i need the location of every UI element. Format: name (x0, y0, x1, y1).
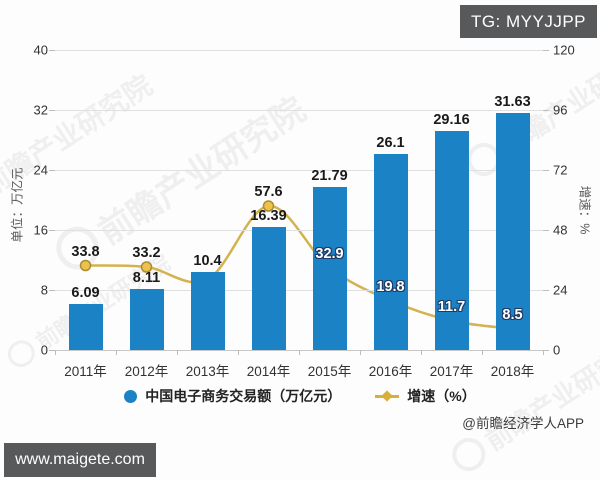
bar-value-label: 26.1 (376, 135, 405, 152)
right-tick (543, 170, 549, 171)
bar-2017年 (434, 131, 469, 350)
tg-contact-badge: TG: MYYJJPP (460, 5, 597, 38)
bar-2013年 (190, 272, 225, 350)
bar-2012年 (129, 289, 164, 350)
right-axis-title: 增速：% (577, 185, 592, 235)
legend-circle-icon (124, 389, 138, 403)
x-axis-category-label: 2018年 (490, 364, 535, 379)
left-axis-tick-label: 8 (40, 282, 48, 298)
legend-label: 增速（%） (407, 388, 476, 404)
x-axis-tick (116, 350, 117, 355)
bar-value-label: 8.11 (132, 270, 161, 287)
right-axis-tick-label: 96 (553, 102, 568, 118)
bar-value-label: 31.63 (494, 93, 531, 110)
right-axis-tick-label: 48 (553, 222, 568, 238)
line-marker (79, 259, 92, 272)
gridline (55, 50, 543, 51)
gridline (55, 230, 543, 231)
left-tick (49, 230, 55, 231)
x-axis-tick (543, 350, 544, 355)
left-axis-tick-label: 0 (40, 342, 48, 358)
left-tick (49, 110, 55, 111)
gridline (55, 110, 543, 111)
left-tick (49, 50, 55, 51)
bar-value-label: 16.39 (250, 208, 287, 225)
left-axis-tick-label: 16 (33, 222, 48, 238)
left-tick (49, 350, 55, 351)
bar-2011年 (68, 304, 103, 350)
line-value-label: 19.8 (376, 278, 405, 295)
gridline (55, 290, 543, 291)
x-axis-tick (421, 350, 422, 355)
chart-legend: 中国电子商务交易额（万亿元） 增速（%） (0, 386, 600, 406)
line-value-label: 33.8 (71, 243, 100, 260)
bar-value-label: 29.16 (433, 112, 470, 129)
brand-ring-icon (446, 431, 492, 478)
legend-item[interactable]: 中国电子商务交易额（万亿元） (124, 386, 341, 406)
attribution-text: @前瞻经济学人APP (462, 416, 584, 431)
right-tick (543, 50, 549, 51)
legend-line-diamond-icon (375, 390, 400, 403)
bar-2018年 (495, 112, 530, 350)
x-axis-category-label: 2014年 (246, 364, 291, 379)
left-axis-tick-label: 32 (33, 102, 48, 118)
x-axis-category-label: 2011年 (64, 364, 107, 379)
left-tick (49, 290, 55, 291)
line-value-label: 32.9 (315, 245, 344, 262)
x-axis-category-label: 2017年 (429, 364, 474, 379)
x-axis-category-label: 2016年 (368, 364, 413, 379)
x-axis-category-label: 2012年 (124, 364, 169, 379)
x-axis-tick (360, 350, 361, 355)
line-value-label: 57.6 (254, 184, 283, 200)
bar-value-label: 6.09 (71, 285, 100, 302)
x-axis-tick (238, 350, 239, 355)
right-axis-tick-label: 24 (553, 282, 568, 298)
bar-value-label: 10.4 (193, 253, 222, 269)
right-tick (543, 290, 549, 291)
legend-item[interactable]: 增速（%） (375, 386, 476, 406)
x-axis-tick (299, 350, 300, 355)
left-tick (49, 170, 55, 171)
line-value-label: 33.2 (132, 245, 161, 261)
left-axis-tick-label: 24 (33, 162, 48, 178)
left-axis-title: 单位：万亿元 (10, 167, 25, 243)
site-url-badge: www.maigete.com (4, 443, 156, 477)
x-axis-tick (482, 350, 483, 355)
x-axis-tick (55, 350, 56, 355)
right-axis-tick-label: 72 (553, 162, 568, 178)
bar-2014年 (251, 227, 286, 350)
bar-2016年 (373, 154, 408, 350)
gridline (55, 170, 543, 171)
right-axis-tick-label: 120 (553, 42, 575, 58)
right-axis-tick-label: 0 (553, 342, 561, 358)
bar-value-label: 21.79 (311, 167, 348, 184)
x-axis-tick (177, 350, 178, 355)
right-tick (543, 350, 549, 351)
right-tick (543, 110, 549, 111)
legend-label: 中国电子商务交易额（万亿元） (145, 388, 342, 404)
line-value-label: 8.5 (502, 306, 523, 323)
left-axis-tick-label: 40 (33, 42, 48, 58)
right-tick (543, 230, 549, 231)
bar-2015年 (312, 186, 347, 350)
x-axis-category-label: 2013年 (185, 364, 230, 379)
line-value-label: 11.7 (437, 298, 466, 315)
x-axis-category-label: 2015年 (307, 364, 352, 379)
